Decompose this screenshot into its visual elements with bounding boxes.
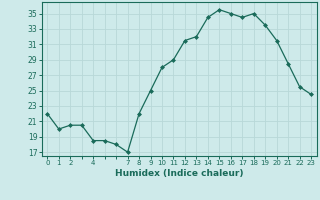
X-axis label: Humidex (Indice chaleur): Humidex (Indice chaleur) [115, 169, 244, 178]
